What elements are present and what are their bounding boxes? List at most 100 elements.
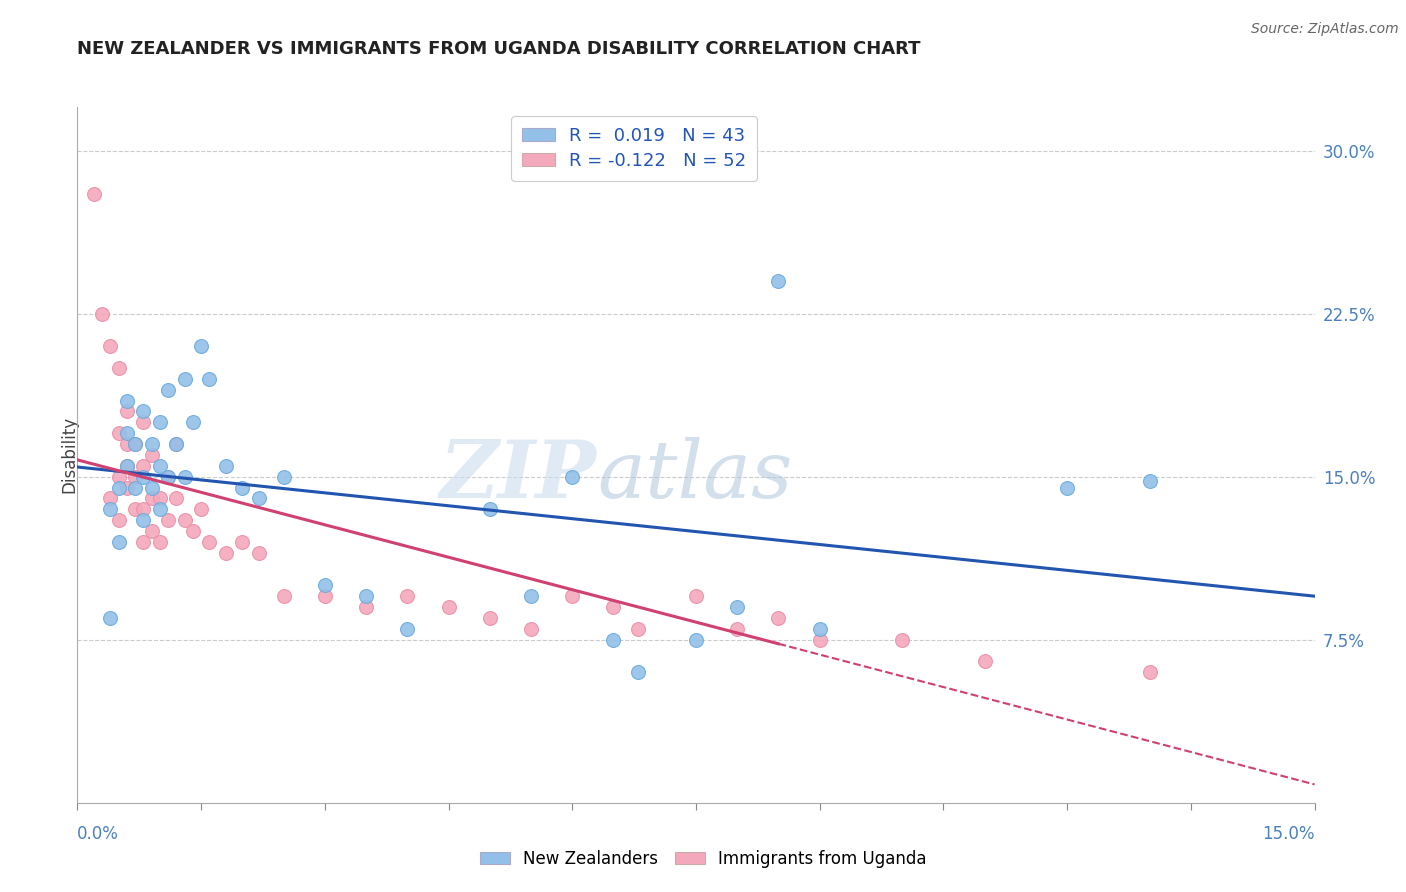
Point xyxy=(725,600,748,615)
Point xyxy=(173,372,195,386)
Point xyxy=(768,274,790,288)
Point xyxy=(98,502,121,516)
Point xyxy=(107,513,129,527)
Point xyxy=(124,437,146,451)
Point xyxy=(685,589,707,603)
Point xyxy=(247,546,270,560)
Point xyxy=(124,437,146,451)
Text: atlas: atlas xyxy=(598,437,793,515)
Point xyxy=(107,535,129,549)
Point xyxy=(1056,481,1078,495)
Point xyxy=(141,491,163,506)
Point xyxy=(627,665,650,680)
Point xyxy=(165,437,187,451)
Point xyxy=(165,491,187,506)
Point xyxy=(141,437,163,451)
Point xyxy=(314,578,336,592)
Point xyxy=(602,632,624,647)
Y-axis label: Disability: Disability xyxy=(60,417,77,493)
Point xyxy=(115,393,138,408)
Point xyxy=(561,589,583,603)
Point xyxy=(768,611,790,625)
Point xyxy=(157,383,180,397)
Point xyxy=(91,307,114,321)
Point xyxy=(396,589,419,603)
Point xyxy=(354,600,377,615)
Point xyxy=(602,600,624,615)
Point xyxy=(1139,665,1161,680)
Point xyxy=(190,502,212,516)
Point xyxy=(157,469,180,483)
Point xyxy=(685,632,707,647)
Point xyxy=(808,632,831,647)
Point xyxy=(149,502,172,516)
Point xyxy=(173,513,195,527)
Point xyxy=(198,372,221,386)
Point xyxy=(149,415,172,429)
Point xyxy=(1139,474,1161,488)
Point xyxy=(273,589,295,603)
Legend: New Zealanders, Immigrants from Uganda: New Zealanders, Immigrants from Uganda xyxy=(472,844,934,875)
Point xyxy=(132,502,155,516)
Point xyxy=(190,339,212,353)
Point xyxy=(124,481,146,495)
Point xyxy=(149,491,172,506)
Point xyxy=(132,513,155,527)
Point xyxy=(181,415,204,429)
Point xyxy=(231,535,253,549)
Point xyxy=(973,655,995,669)
Point xyxy=(115,404,138,418)
Point xyxy=(157,469,180,483)
Text: 15.0%: 15.0% xyxy=(1263,825,1315,843)
Point xyxy=(115,458,138,473)
Point xyxy=(520,622,543,636)
Point xyxy=(437,600,460,615)
Point xyxy=(132,458,155,473)
Point xyxy=(115,481,138,495)
Point xyxy=(132,535,155,549)
Point xyxy=(808,622,831,636)
Point xyxy=(107,481,129,495)
Point xyxy=(141,448,163,462)
Point xyxy=(132,404,155,418)
Point xyxy=(98,491,121,506)
Point xyxy=(141,524,163,538)
Point xyxy=(124,469,146,483)
Text: Source: ZipAtlas.com: Source: ZipAtlas.com xyxy=(1251,22,1399,37)
Point xyxy=(115,426,138,441)
Point xyxy=(478,611,501,625)
Point xyxy=(98,611,121,625)
Point xyxy=(141,481,163,495)
Point xyxy=(173,469,195,483)
Text: 0.0%: 0.0% xyxy=(77,825,120,843)
Text: ZIP: ZIP xyxy=(440,437,598,515)
Point xyxy=(149,535,172,549)
Legend: R =  0.019   N = 43, R = -0.122   N = 52: R = 0.019 N = 43, R = -0.122 N = 52 xyxy=(512,116,756,181)
Point xyxy=(627,622,650,636)
Point xyxy=(198,535,221,549)
Point xyxy=(157,513,180,527)
Point xyxy=(98,339,121,353)
Point xyxy=(107,360,129,375)
Point xyxy=(124,502,146,516)
Point xyxy=(115,437,138,451)
Point xyxy=(247,491,270,506)
Point xyxy=(149,458,172,473)
Point xyxy=(396,622,419,636)
Point xyxy=(520,589,543,603)
Point xyxy=(725,622,748,636)
Point xyxy=(561,469,583,483)
Point xyxy=(132,469,155,483)
Point xyxy=(107,426,129,441)
Point xyxy=(107,469,129,483)
Point xyxy=(132,415,155,429)
Point xyxy=(354,589,377,603)
Point xyxy=(314,589,336,603)
Point xyxy=(115,458,138,473)
Point xyxy=(215,546,238,560)
Point xyxy=(215,458,238,473)
Point xyxy=(478,502,501,516)
Point xyxy=(165,437,187,451)
Point xyxy=(891,632,914,647)
Point xyxy=(83,186,105,201)
